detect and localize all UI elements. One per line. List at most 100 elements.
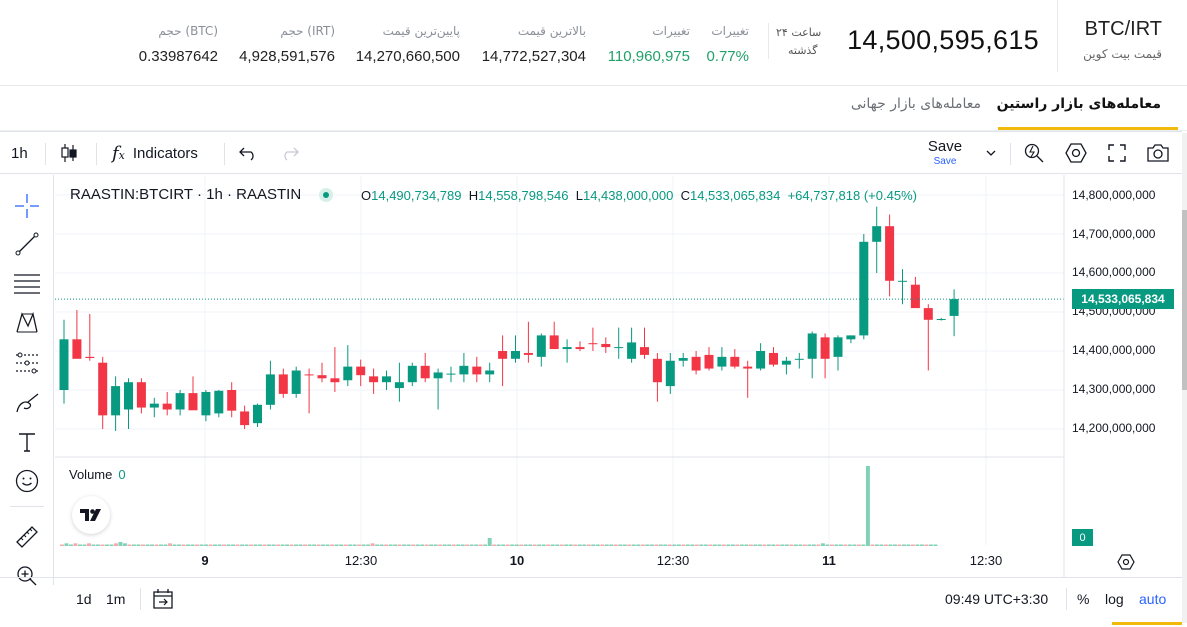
stat-label: بالاترین قیمت (517, 24, 586, 38)
go-to-date-icon[interactable] (151, 578, 175, 620)
volume-bar (780, 544, 785, 546)
candle-body (111, 386, 121, 416)
volume-bar (492, 544, 497, 546)
candle-body (317, 375, 327, 379)
trend-line-icon[interactable] (10, 227, 44, 261)
crosshair-icon[interactable] (10, 189, 44, 223)
emoji-icon[interactable] (10, 464, 44, 498)
projection-icon[interactable] (10, 346, 44, 380)
tab-raastin-market[interactable]: معامله‌های بازار راستین (996, 96, 1161, 112)
candle-body (588, 343, 598, 345)
pair-block[interactable]: BTC/IRT قیمت بیت کوین (1057, 0, 1187, 72)
scrollbar-thumb[interactable] (1182, 210, 1187, 390)
brush-icon[interactable] (10, 386, 44, 420)
volume-bar (411, 544, 416, 546)
zoom-in-icon[interactable] (10, 559, 44, 593)
volume-bar (145, 544, 150, 546)
volume-bar (505, 544, 510, 546)
range-1m-button[interactable]: 1m (106, 591, 126, 607)
quick-search-icon[interactable] (1023, 132, 1045, 174)
volume-bar (663, 544, 668, 546)
camera-icon[interactable] (1146, 132, 1170, 174)
volume-bar (285, 544, 290, 546)
volume-bar (231, 544, 235, 546)
log-scale-button[interactable]: log (1105, 591, 1124, 607)
pattern-icon[interactable] (10, 306, 44, 340)
volume-bar (762, 544, 767, 546)
low-label: L (575, 188, 583, 203)
save-button[interactable]: Save Save (920, 138, 970, 168)
symbol-legend[interactable]: RAASTIN:BTCIRT · 1h · RAASTIN (70, 186, 334, 203)
period-label-2: گذشته (788, 44, 818, 57)
volume-bar (442, 544, 447, 546)
candle-body (833, 337, 843, 357)
range-1d-button[interactable]: 1d (76, 591, 92, 607)
volume-bar (375, 544, 380, 546)
text-tool-icon[interactable] (10, 425, 44, 459)
percent-scale-button[interactable]: % (1077, 591, 1090, 607)
axis-settings-icon[interactable] (1117, 553, 1135, 575)
indicators-button[interactable]: fx Indicators (112, 132, 198, 174)
volume-bar (330, 544, 335, 546)
candle-body (794, 358, 804, 360)
fib-retracement-icon[interactable] (10, 266, 44, 300)
redo-icon[interactable] (280, 132, 300, 174)
volume-bar (159, 544, 163, 546)
volume-bar (240, 544, 245, 546)
volume-bar (334, 544, 339, 546)
candle-body (240, 411, 250, 426)
fullscreen-icon[interactable] (1107, 132, 1127, 174)
volume-bar (627, 544, 632, 546)
volume-bar (69, 544, 73, 546)
volume-bar (802, 544, 807, 546)
volume-bar (640, 544, 645, 546)
volume-bar (807, 544, 812, 546)
volume-bar (181, 544, 186, 546)
volume-bar (771, 544, 776, 546)
candle-body (885, 226, 895, 281)
volume-bar (528, 544, 533, 546)
candle-body (278, 374, 288, 394)
price-tick: 14,200,000,000 (1072, 421, 1156, 435)
volume-bar (888, 544, 893, 546)
chevron-down-icon[interactable] (985, 132, 997, 174)
volume-bar (262, 544, 267, 546)
volume-legend[interactable]: Volume 0 (69, 467, 126, 482)
volume-bar (190, 544, 195, 546)
candle-body (807, 333, 817, 359)
ruler-icon[interactable] (10, 520, 44, 554)
tab-global-market[interactable]: معامله‌های بازار جهانی (850, 96, 981, 112)
high-label: H (468, 188, 479, 203)
volume-bar (321, 544, 326, 546)
volume-bar (726, 544, 731, 546)
volume-bar (163, 544, 168, 546)
volume-bar (226, 544, 231, 546)
volume-bar (690, 544, 695, 546)
candle-style-icon[interactable] (60, 132, 78, 174)
volume-bar (406, 544, 411, 546)
settings-icon[interactable] (1064, 132, 1088, 174)
candle-body (549, 335, 559, 350)
interval-button[interactable]: 1h (11, 144, 28, 162)
volume-bar (622, 544, 627, 546)
candle-body (781, 360, 791, 365)
clock-label[interactable]: 09:49 UTC+3:30 (945, 591, 1049, 607)
auto-scale-button[interactable]: auto (1139, 591, 1167, 607)
candle-body (627, 342, 637, 359)
volume-bar (721, 544, 726, 546)
tabs-divider (0, 130, 1187, 131)
candle-body (601, 343, 611, 348)
tradingview-logo[interactable] (72, 496, 110, 534)
volume-bar (91, 544, 96, 546)
volume-bar (78, 544, 82, 546)
undo-icon[interactable] (238, 132, 258, 174)
candle-body (523, 352, 533, 355)
volume-bar (132, 544, 136, 546)
close-value: 14,533,065,834 (689, 188, 781, 203)
candle-body (730, 356, 740, 367)
candle-body (407, 365, 417, 383)
volume-bar (289, 544, 294, 546)
symbol-label: RAASTIN:BTCIRT · 1h · RAASTIN (70, 186, 302, 203)
volume-bar (550, 544, 555, 546)
